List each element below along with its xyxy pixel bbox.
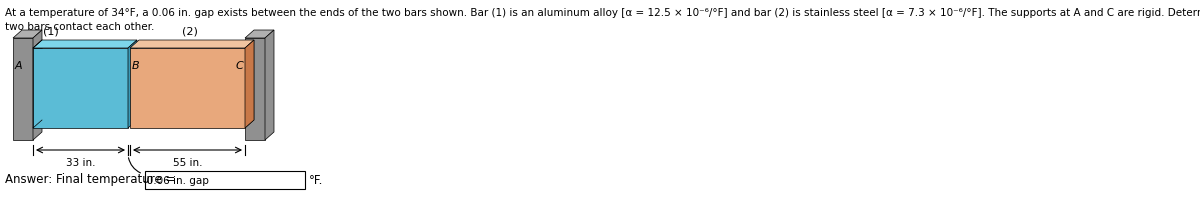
Polygon shape [34, 40, 42, 128]
Text: -0.06 in. gap: -0.06 in. gap [143, 176, 209, 186]
Text: 55 in.: 55 in. [173, 158, 203, 168]
Polygon shape [13, 38, 34, 140]
Polygon shape [34, 40, 137, 48]
Text: At a temperature of 34°F, a 0.06 in. gap exists between the ends of the two bars: At a temperature of 34°F, a 0.06 in. gap… [5, 8, 1200, 18]
Polygon shape [245, 30, 274, 38]
Text: 33 in.: 33 in. [66, 158, 95, 168]
Polygon shape [130, 40, 254, 48]
Text: (1): (1) [43, 26, 59, 36]
Polygon shape [245, 40, 254, 128]
Polygon shape [245, 40, 254, 128]
Text: two bars contact each other.: two bars contact each other. [5, 22, 155, 32]
Text: C: C [235, 61, 242, 71]
Polygon shape [265, 30, 274, 140]
Polygon shape [34, 48, 128, 128]
Polygon shape [128, 40, 137, 128]
Text: B: B [132, 61, 139, 71]
Polygon shape [245, 38, 265, 140]
Polygon shape [13, 30, 42, 38]
Polygon shape [34, 30, 42, 140]
Text: A: A [14, 61, 23, 71]
Text: (2): (2) [182, 26, 198, 36]
Text: Answer: Final temperature =: Answer: Final temperature = [5, 174, 175, 186]
Text: °F.: °F. [310, 174, 323, 186]
Bar [145, 171, 305, 189]
Polygon shape [130, 48, 245, 128]
